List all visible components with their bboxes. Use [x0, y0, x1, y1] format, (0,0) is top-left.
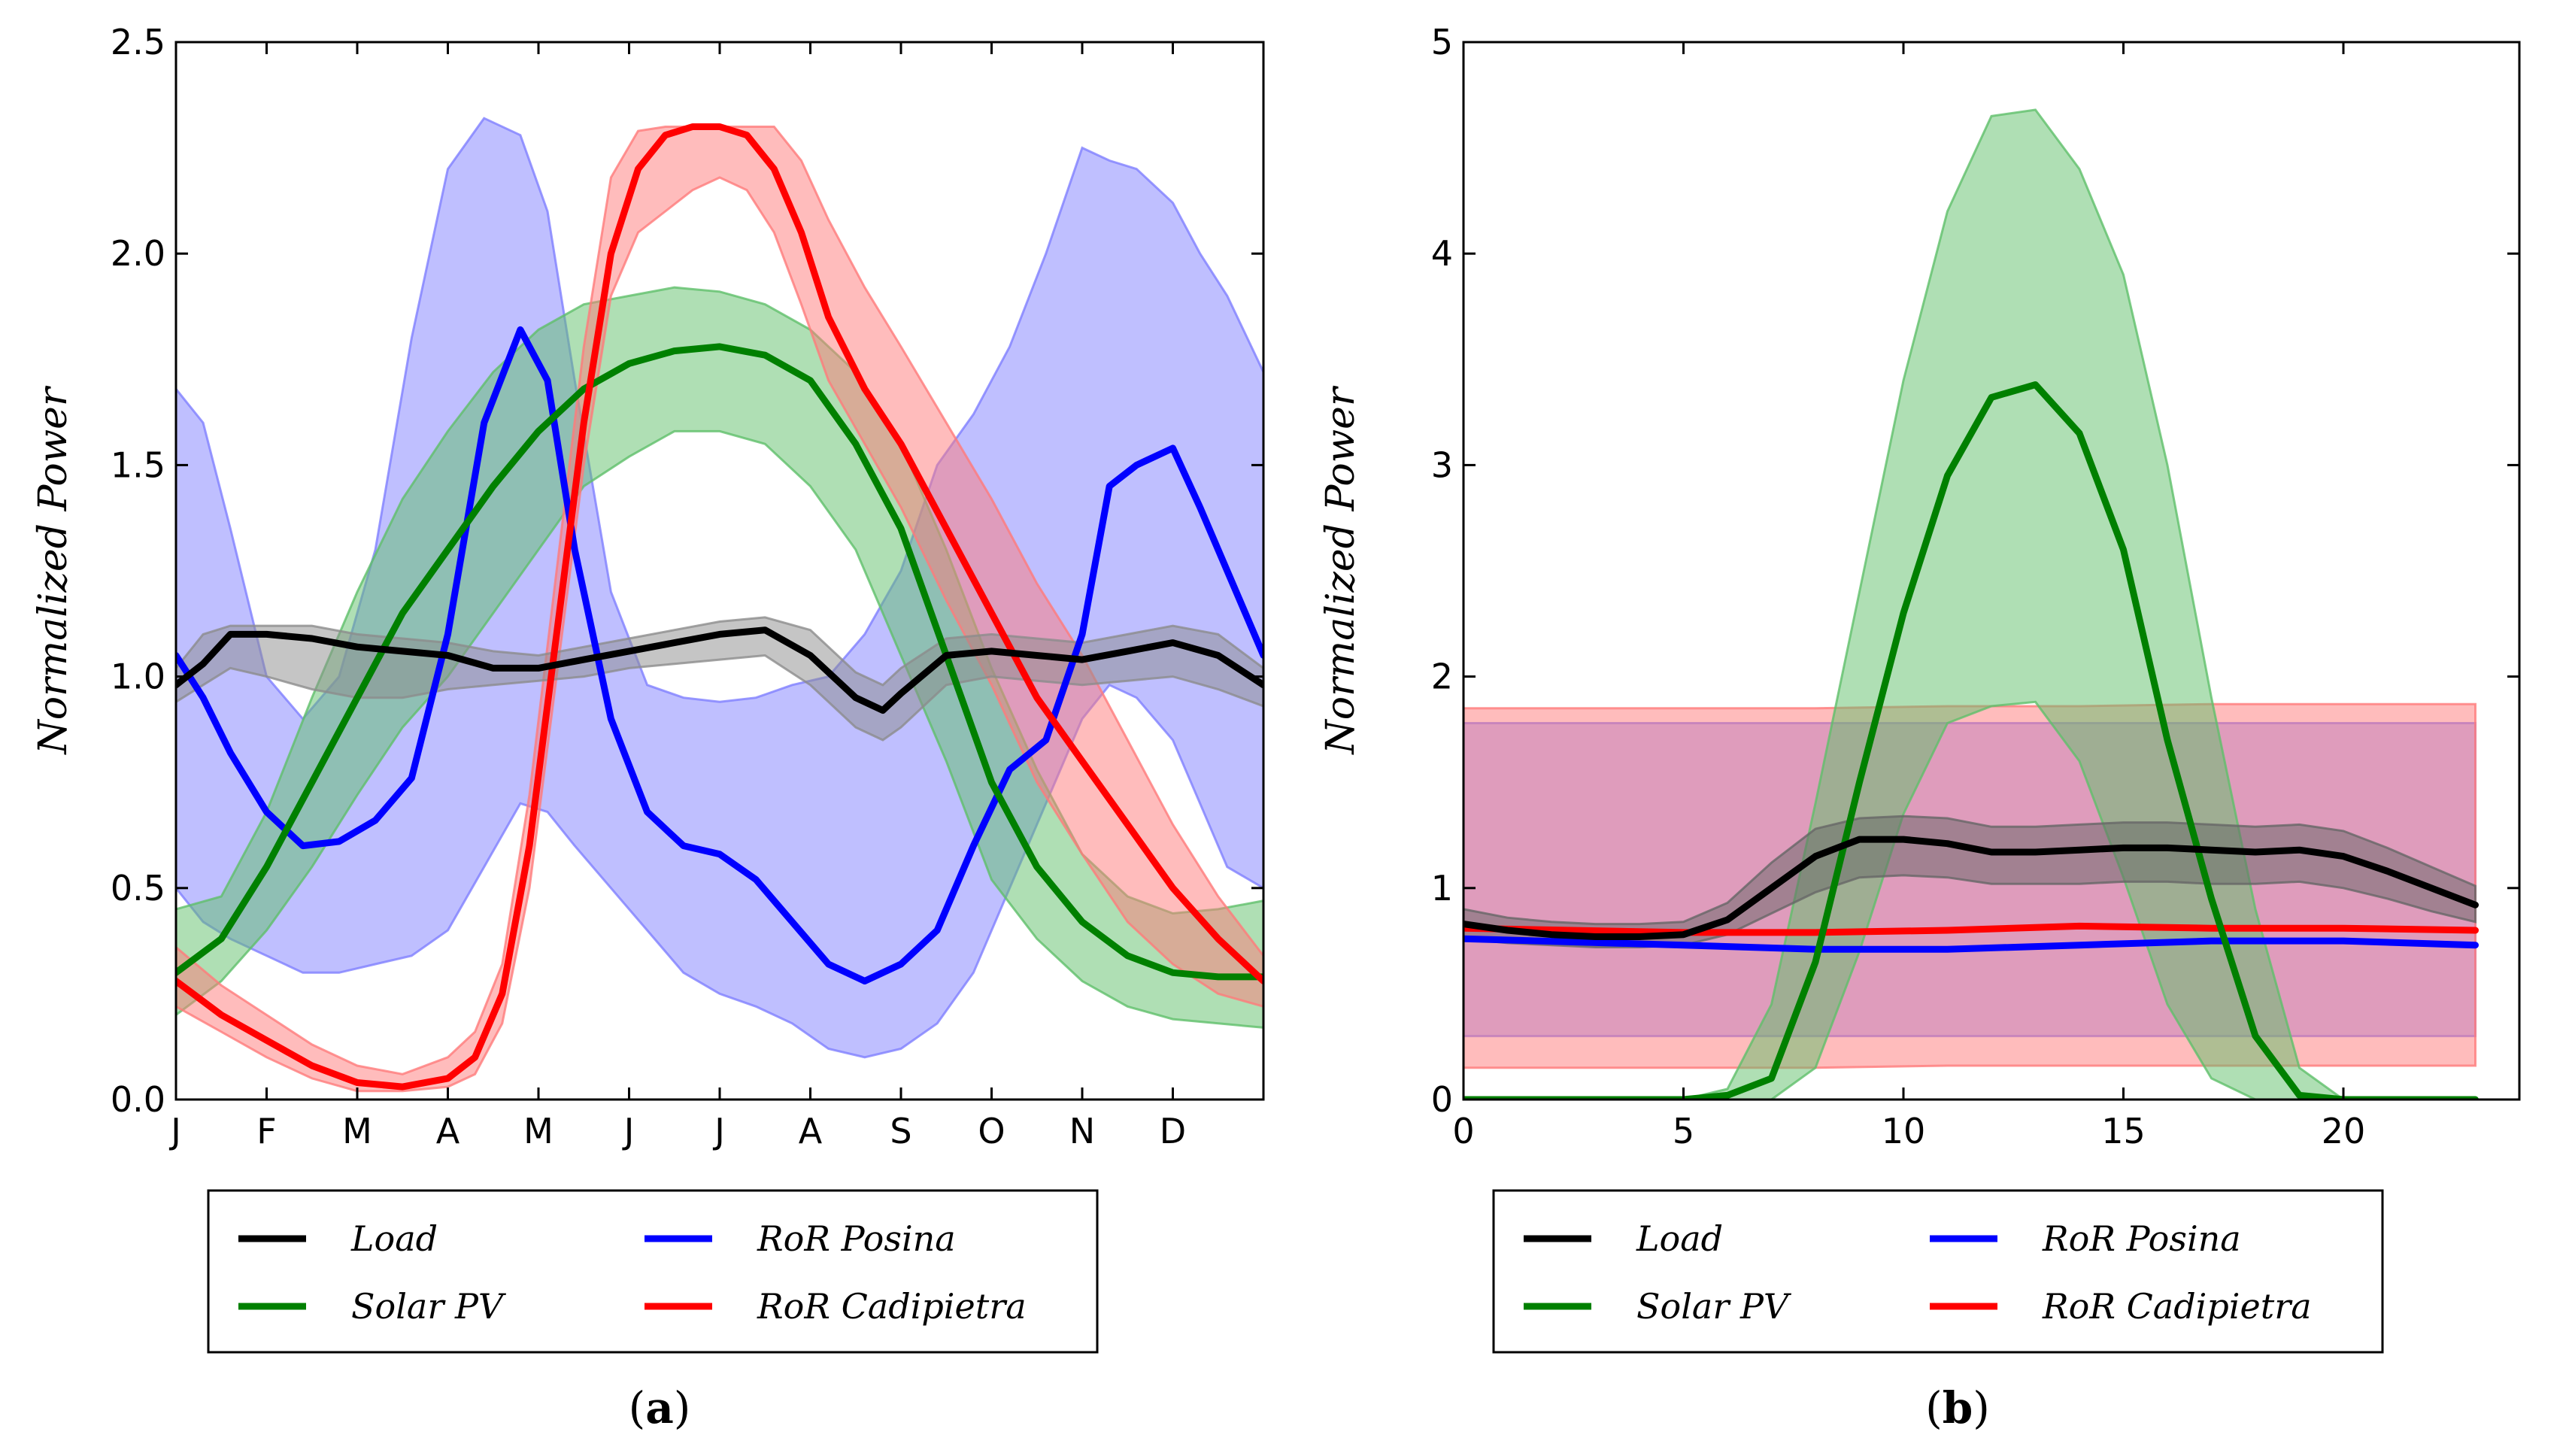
cadipietra-line	[176, 123, 1263, 1090]
legend-box	[1492, 1189, 2384, 1354]
y-tick-label: 2	[1431, 657, 1453, 697]
y-axis-label: Normalized Power	[1318, 385, 1363, 756]
plot-frame	[1462, 41, 2521, 1101]
legend-label: Load	[350, 1218, 438, 1259]
x-tick-label: J	[712, 1111, 725, 1151]
x-tick-label: 15	[2101, 1111, 2146, 1151]
legend-item-cadipietra: RoR Cadipietra	[1930, 1286, 2312, 1327]
x-tick-label: A	[436, 1111, 460, 1151]
posina-line	[176, 326, 1263, 984]
x-tick-label: F	[256, 1111, 276, 1151]
y-tick-label: 2.5	[111, 22, 165, 62]
y-tick-label: 5	[1431, 22, 1453, 62]
panel-caption: (a)	[629, 1382, 691, 1433]
legend-item-posina: RoR Posina	[645, 1218, 956, 1259]
x-tick-label: N	[1069, 1111, 1095, 1151]
y-tick-label: 1.0	[111, 657, 165, 697]
x-tick-label: 10	[1882, 1111, 1926, 1151]
x-tick-label: A	[799, 1111, 823, 1151]
legend-label: Load	[1636, 1218, 1723, 1259]
legend: Load Solar PV RoR Posina RoR Cadipietra	[207, 1189, 1099, 1354]
x-tick-label: 0	[1452, 1111, 1474, 1151]
caption-close: )	[1973, 1382, 1990, 1433]
legend: Load Solar PV RoR Posina RoR Cadipietra	[1492, 1189, 2384, 1354]
y-tick-label: 3	[1431, 444, 1453, 485]
legend-item-load: Load	[238, 1218, 438, 1259]
x-tick-label: 5	[1673, 1111, 1694, 1151]
legend-item-solar: Solar PV	[1524, 1286, 1792, 1327]
y-tick-label: 0	[1431, 1079, 1453, 1120]
legend-label: RoR Cadipietra	[757, 1286, 1027, 1327]
x-tick-label: M	[523, 1111, 554, 1151]
x-tick-label: J	[168, 1111, 181, 1151]
x-tick-label: O	[978, 1111, 1005, 1151]
legend-item-load: Load	[1524, 1218, 1723, 1259]
x-tick-label: S	[890, 1111, 911, 1151]
legend-item-posina: RoR Posina	[1930, 1218, 2241, 1259]
y-tick-label: 0.0	[111, 1079, 165, 1120]
x-tick-label: D	[1160, 1111, 1186, 1151]
legend-label: Solar PV	[1636, 1286, 1792, 1327]
y-tick-label: 1.5	[111, 444, 165, 485]
x-tick-label: J	[622, 1111, 635, 1151]
y-axis-label: Normalized Power	[31, 385, 76, 756]
caption-letter: a	[645, 1382, 674, 1433]
y-tick-label: 4	[1431, 233, 1453, 274]
legend-label: RoR Cadipietra	[2042, 1286, 2312, 1327]
legend-item-solar: Solar PV	[238, 1286, 507, 1327]
caption-close: )	[674, 1382, 691, 1433]
legend-label: Solar PV	[351, 1286, 507, 1327]
solar-line	[176, 343, 1263, 981]
load-line	[1463, 836, 2479, 940]
legend-label: RoR Posina	[757, 1218, 956, 1259]
panel-caption: (b)	[1925, 1382, 1990, 1433]
panel-b: 0 5 10 15 20 0 1 2 3 4 5 Normalized Power Load Solar …	[1318, 22, 2521, 1433]
cadipietra-line	[1463, 922, 2479, 936]
legend-box	[207, 1189, 1099, 1354]
caption-open: (	[1925, 1382, 1943, 1433]
solar-band	[176, 286, 1263, 1029]
panel-a: J F M A M J J A S O N D 0.0 0.5 1.0 1.5 2.0 2.5 Normalized…	[31, 22, 1265, 1433]
legend-label: RoR Posina	[2042, 1218, 2241, 1259]
x-tick-label: 20	[2322, 1111, 2366, 1151]
x-tick-label: M	[342, 1111, 372, 1151]
y-tick-label: 1	[1431, 868, 1453, 908]
series-layer	[1463, 108, 2479, 1100]
solar-line	[1463, 381, 2479, 1100]
y-tick-label: 0.5	[111, 868, 165, 908]
y-tick-label: 2.0	[111, 233, 165, 274]
legend-item-cadipietra: RoR Cadipietra	[645, 1286, 1027, 1327]
caption-open: (	[629, 1382, 646, 1433]
load-line	[176, 626, 1263, 714]
posina-line	[1463, 935, 2479, 953]
series-layer	[176, 117, 1263, 1093]
caption-letter: b	[1943, 1382, 1973, 1433]
